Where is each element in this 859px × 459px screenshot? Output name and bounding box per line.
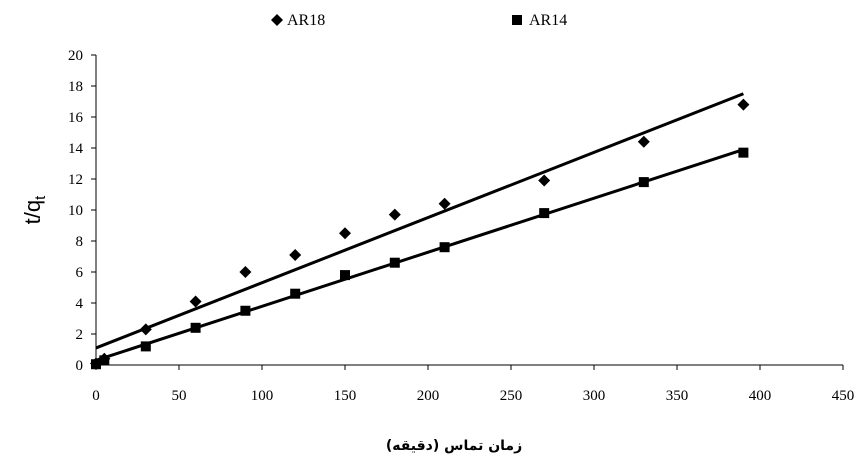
x-tick-label: 250 [500,388,523,404]
data-point-ar14 [91,359,101,370]
data-point-ar14 [290,288,301,299]
legend-label-ar18: AR18 [287,12,325,29]
legend: AR18 AR14 [271,12,567,29]
y-tick-label: 10 [68,203,83,219]
data-point-ar14 [190,322,201,333]
data-point-ar14 [638,177,649,188]
data-point-ar14 [389,257,400,268]
x-tick-label: 150 [334,388,357,404]
data-point-ar18 [289,248,302,261]
y-axis-title-main: t/q [20,200,45,224]
legend-marker-diamond [271,14,283,26]
data-point-ar18 [239,266,252,278]
data-point-ar14 [140,341,151,352]
x-tick-label: 200 [417,388,440,404]
y-tick-label: 16 [68,110,84,126]
data-points [90,98,750,370]
y-tick-label: 4 [76,296,84,312]
data-point-ar18 [737,98,750,111]
data-point-ar14 [539,208,550,219]
legend-item-ar14: AR14 [512,12,567,29]
y-tick-label: 0 [76,358,84,374]
x-ticks: 0 50 100 150 200 250 300 350 400 450 [92,365,854,404]
data-point-ar18 [339,227,351,240]
y-tick-label: 2 [76,327,84,343]
x-tick-label: 450 [832,388,855,404]
y-tick-label: 12 [68,172,83,188]
data-point-ar14 [738,147,749,158]
data-point-ar14 [340,270,350,281]
y-tick-label: 6 [76,265,84,281]
data-point-ar18 [538,174,551,187]
x-tick-label: 400 [749,388,772,404]
legend-item-ar18: AR18 [271,12,325,29]
legend-marker-square [512,15,522,25]
data-point-ar18 [388,208,401,221]
y-tick-label: 18 [68,79,83,95]
data-point-ar18 [139,323,152,336]
legend-label-ar14: AR14 [529,12,567,29]
data-point-ar18 [189,295,202,308]
data-point-ar18 [637,135,650,148]
data-point-ar14 [99,355,110,366]
y-tick-label: 14 [68,141,84,157]
y-tick-label: 8 [76,234,84,250]
data-point-ar14 [240,305,251,316]
x-tick-label: 0 [92,388,100,404]
y-ticks: 0 2 4 6 8 10 12 14 16 18 20 [68,48,96,374]
x-tick-label: 300 [583,388,606,404]
data-point-ar18 [438,197,451,210]
x-tick-label: 100 [251,388,274,404]
x-axis-title: زمان تماس (دقیقه) [386,438,522,454]
y-axis-title: t/qt [20,195,49,224]
y-tick-label: 20 [68,48,83,64]
x-tick-label: 50 [172,388,187,404]
data-point-ar14 [439,242,450,253]
x-tick-label: 350 [666,388,689,404]
trendline-ar18 [95,92,744,350]
axes [95,55,843,366]
trendlines [95,92,744,362]
trendline-ar14 [95,148,744,362]
y-axis-title-subscript: t [32,195,49,200]
